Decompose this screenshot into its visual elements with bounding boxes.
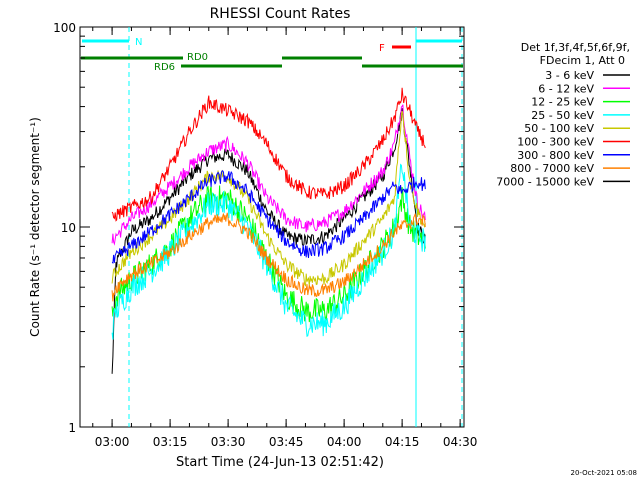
legend-label-8: 800 - 7000 keV (510, 162, 594, 175)
annotation-f: F (379, 43, 385, 54)
legend-label-5: 50 - 100 keV (524, 122, 594, 135)
series-line-2 (111, 104, 426, 246)
chart-title: RHESSI Count Rates (210, 6, 351, 22)
legend-header-line-1: Det 1f,3f,4f,5f,6f,9f, (521, 41, 630, 54)
series-line-6 (111, 87, 426, 222)
date-stamp: 20-Oct-2021 05:08 (571, 469, 637, 477)
axis-layer: 03:00 03:15 03:30 03:45 04:00 04:15 04:30 1 10 10… (53, 21, 477, 449)
y-tick-label: 100 (53, 21, 76, 35)
legend: Det 1f,3f,4f,5f,6f,9f, FDecim 1, Att 0 3… (496, 41, 630, 188)
x-tick-label: 04:30 (443, 435, 478, 449)
annotation-rd0: RD0 (187, 52, 208, 63)
legend-label-4: 25 - 50 keV (531, 109, 594, 122)
legend-label-3: 12 - 25 keV (531, 96, 594, 109)
annotation-rd6: RD6 (154, 62, 175, 73)
y-tick-label: 1 (68, 421, 76, 435)
series-line-8 (111, 212, 426, 302)
legend-label-9: 7000 - 15000 keV (496, 175, 594, 188)
status-bars (81, 27, 463, 427)
x-tick-label: 03:15 (153, 435, 188, 449)
legend-label-6: 100 - 300 keV (517, 136, 594, 149)
legend-header-line-2: FDecim 1, Att 0 (540, 54, 625, 67)
x-tick-label: 03:45 (269, 435, 304, 449)
y-tick-label: 10 (61, 221, 76, 235)
x-axis-label: Start Time (24-Jun-13 02:51:42) (176, 455, 384, 470)
y-axis-label: Count Rate (s⁻¹ detector segment⁻¹) (28, 117, 42, 337)
legend-label-2: 6 - 12 keV (538, 82, 594, 95)
annotation-n: N (135, 37, 142, 48)
series-layer (111, 87, 426, 374)
x-tick-label: 04:00 (327, 435, 362, 449)
x-tick-label: 03:30 (211, 435, 246, 449)
x-tick-label: 03:00 (95, 435, 130, 449)
legend-label-1: 3 - 6 keV (545, 69, 594, 82)
x-tick-label: 04:15 (385, 435, 420, 449)
series-line-7 (111, 170, 426, 264)
legend-label-7: 300 - 800 keV (517, 149, 594, 162)
